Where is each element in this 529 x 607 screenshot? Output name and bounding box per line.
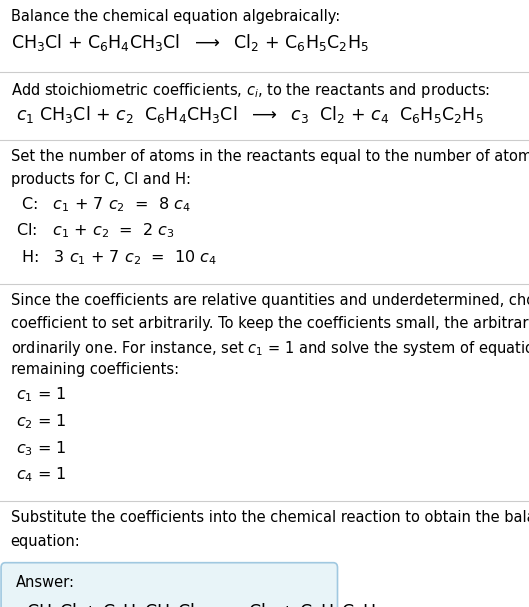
Text: Set the number of atoms in the reactants equal to the number of atoms in the: Set the number of atoms in the reactants… <box>11 149 529 164</box>
Text: Substitute the coefficients into the chemical reaction to obtain the balanced: Substitute the coefficients into the che… <box>11 510 529 526</box>
Text: CH$_3$Cl + C$_6$H$_4$CH$_3$Cl  $\longrightarrow$  Cl$_2$ + C$_6$H$_5$C$_2$H$_5$: CH$_3$Cl + C$_6$H$_4$CH$_3$Cl $\longrigh… <box>11 32 368 53</box>
Text: $c_1$ = 1: $c_1$ = 1 <box>16 385 67 404</box>
Text: $c_3$ = 1: $c_3$ = 1 <box>16 439 67 458</box>
Text: $c_2$ = 1: $c_2$ = 1 <box>16 412 67 431</box>
Text: $c_1$ CH$_3$Cl + $c_2$  C$_6$H$_4$CH$_3$Cl  $\longrightarrow$  $c_3$  Cl$_2$ + $: $c_1$ CH$_3$Cl + $c_2$ C$_6$H$_4$CH$_3$C… <box>16 104 484 125</box>
Text: Cl:   $c_1$ + $c_2$  =  2 $c_3$: Cl: $c_1$ + $c_2$ = 2 $c_3$ <box>16 222 175 240</box>
Text: remaining coefficients:: remaining coefficients: <box>11 362 179 378</box>
Text: CH$_3$Cl + C$_6$H$_4$CH$_3$Cl  $\longrightarrow$  Cl$_2$ + C$_6$H$_5$C$_2$H$_5$: CH$_3$Cl + C$_6$H$_4$CH$_3$Cl $\longrigh… <box>26 601 384 607</box>
Text: C:   $c_1$ + 7 $c_2$  =  8 $c_4$: C: $c_1$ + 7 $c_2$ = 8 $c_4$ <box>16 195 190 214</box>
FancyBboxPatch shape <box>1 563 338 607</box>
Text: ordinarily one. For instance, set $c_1$ = 1 and solve the system of equations fo: ordinarily one. For instance, set $c_1$ … <box>11 339 529 358</box>
Text: products for C, Cl and H:: products for C, Cl and H: <box>11 172 190 187</box>
Text: H:   3 $c_1$ + 7 $c_2$  =  10 $c_4$: H: 3 $c_1$ + 7 $c_2$ = 10 $c_4$ <box>16 248 217 267</box>
Text: Since the coefficients are relative quantities and underdetermined, choose a: Since the coefficients are relative quan… <box>11 293 529 308</box>
Text: $c_4$ = 1: $c_4$ = 1 <box>16 466 67 484</box>
Text: Balance the chemical equation algebraically:: Balance the chemical equation algebraica… <box>11 9 340 24</box>
Text: coefficient to set arbitrarily. To keep the coefficients small, the arbitrary va: coefficient to set arbitrarily. To keep … <box>11 316 529 331</box>
Text: Add stoichiometric coefficients, $c_i$, to the reactants and products:: Add stoichiometric coefficients, $c_i$, … <box>11 81 490 100</box>
Text: equation:: equation: <box>11 534 80 549</box>
Text: Answer:: Answer: <box>16 575 75 590</box>
